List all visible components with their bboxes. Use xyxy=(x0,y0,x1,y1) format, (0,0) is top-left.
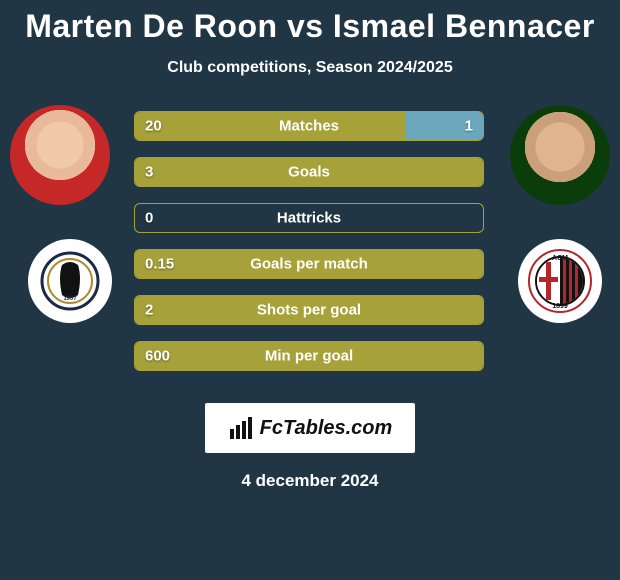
stat-bars: 20 Matches 1 3 Goals 0 Hattricks 0.15 Goals per … xyxy=(134,111,484,371)
page-title: Marten De Roon vs Ismael Bennacer xyxy=(0,0,620,45)
brand-box: FcTables.com xyxy=(205,403,415,453)
player-left-avatar xyxy=(10,105,110,205)
stat-row: 20 Matches 1 xyxy=(134,111,484,141)
stat-right-value: 1 xyxy=(465,118,473,135)
stat-label: Hattricks xyxy=(277,210,341,227)
stat-row: 2 Shots per goal xyxy=(134,295,484,325)
club-left-badge: 1907 xyxy=(28,239,112,323)
stat-left-value: 0 xyxy=(145,210,153,227)
stat-row: 0 Hattricks xyxy=(134,203,484,233)
stat-label: Min per goal xyxy=(265,348,353,365)
stat-label: Goals per match xyxy=(250,256,368,273)
acmilan-icon: ACM 1899 xyxy=(527,248,593,314)
stat-label: Goals xyxy=(288,164,330,181)
stat-left-value: 2 xyxy=(145,302,153,319)
subtitle: Club competitions, Season 2024/2025 xyxy=(0,59,620,77)
stat-row: 600 Min per goal xyxy=(134,341,484,371)
club-right-badge: ACM 1899 xyxy=(518,239,602,323)
stat-label: Matches xyxy=(279,118,339,135)
stat-left-value: 20 xyxy=(145,118,162,135)
brand-icon xyxy=(228,415,254,441)
stat-left-value: 3 xyxy=(145,164,153,181)
stat-row: 3 Goals xyxy=(134,157,484,187)
stat-label: Shots per goal xyxy=(257,302,361,319)
date-text: 4 december 2024 xyxy=(0,471,620,491)
bar-left xyxy=(135,112,406,140)
player-right-avatar xyxy=(510,105,610,205)
stat-row: 0.15 Goals per match xyxy=(134,249,484,279)
svg-text:1899: 1899 xyxy=(552,303,568,310)
stat-left-value: 600 xyxy=(145,348,170,365)
brand-text: FcTables.com xyxy=(260,417,393,440)
stats-area: 1907 ACM 1899 20 Matches 1 3 Goals 0 Hattricks… xyxy=(0,111,620,391)
svg-text:1907: 1907 xyxy=(63,296,77,302)
svg-text:ACM: ACM xyxy=(552,255,568,262)
atalanta-icon: 1907 xyxy=(40,251,100,311)
stat-left-value: 0.15 xyxy=(145,256,174,273)
